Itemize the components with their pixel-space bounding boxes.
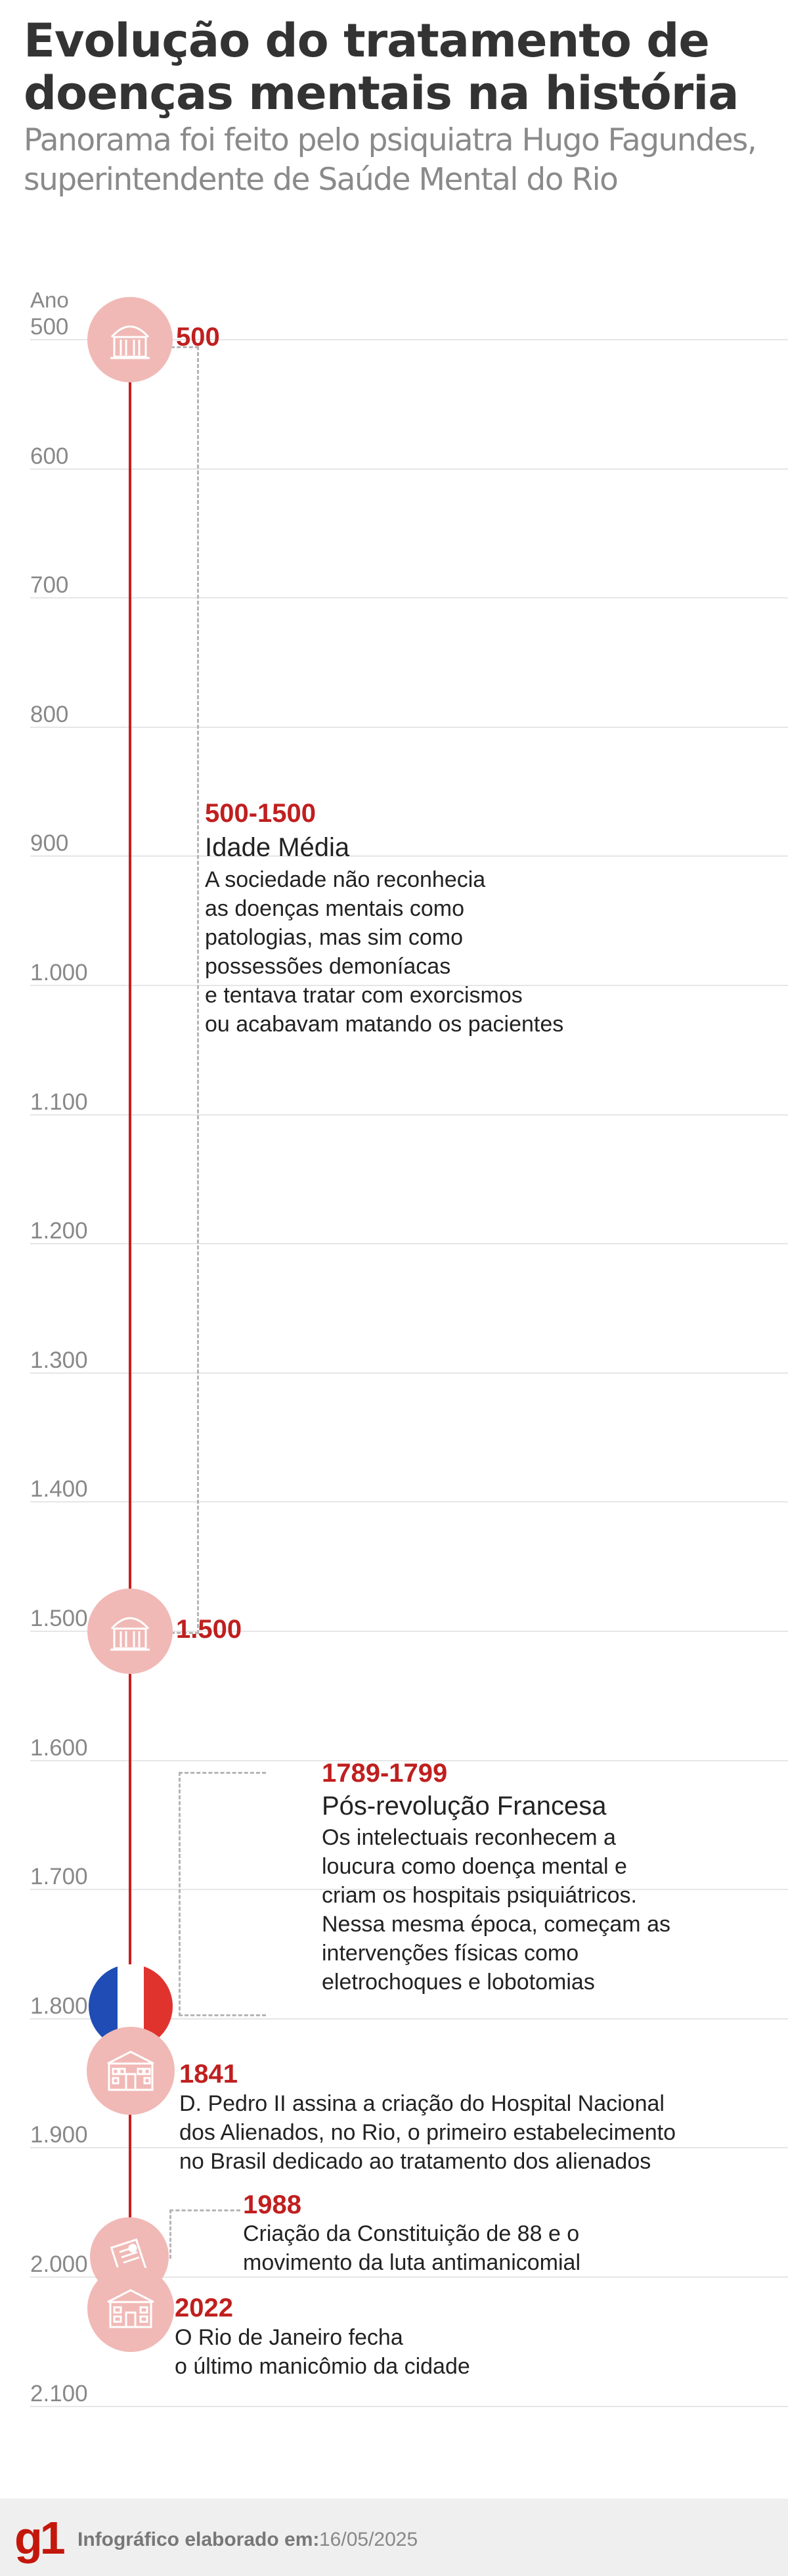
gridline	[30, 1372, 788, 1374]
idade-media-connector	[171, 346, 199, 1634]
axis-tick-label: 1.600	[30, 1734, 88, 1761]
footer: g1 Infográfico elaborado em: 16/05/2025	[0, 2498, 788, 2576]
axis-tick-label: 1.400	[30, 1476, 88, 1503]
gridline	[30, 1631, 788, 1632]
revolucao-connector	[179, 1772, 266, 2016]
description-line: no Brasil dedicado ao tratamento dos ali…	[179, 2149, 651, 2174]
axis-tick-label: 2.100	[30, 2380, 88, 2407]
axis-tick-label: 900	[30, 830, 69, 857]
gridline	[30, 1243, 788, 1245]
page-subtitle: Panorama foi feito pelo psiquiatra Hugo …	[24, 121, 785, 200]
axis-tick-label: 2.000	[30, 2251, 88, 2277]
gridline	[30, 2405, 788, 2407]
axis-tick-label: 800	[30, 701, 69, 727]
credit-date: 16/05/2025	[319, 2529, 418, 2550]
revolucao-years: 1789-1799	[322, 1759, 448, 1788]
hospital-icon	[87, 2027, 175, 2115]
year-1988-label: 1988	[243, 2190, 301, 2219]
gridline	[30, 468, 788, 470]
gridline	[30, 1501, 788, 1503]
gridline	[30, 2276, 788, 2278]
g1-logo: g1	[14, 2512, 66, 2564]
gridline	[30, 1759, 788, 1761]
description-line: D. Pedro II assina a criação do Hospital…	[179, 2091, 665, 2116]
description-line: Os intelectuais reconhecem a	[322, 1825, 616, 1850]
description-line: eletrochoques e lobotomias	[322, 1970, 595, 1995]
revolucao-description: Os intelectuais reconhecem a loucura com…	[322, 1823, 670, 1997]
description-line: Nessa mesma época, começam as	[322, 1912, 670, 1937]
axis-label: Ano	[30, 288, 69, 312]
subtitle-line-2: superintendente de Saúde Mental do Rio	[24, 162, 619, 198]
description-line: intervenções físicas como	[322, 1941, 579, 1966]
axis-tick-label: 1.900	[30, 2122, 88, 2148]
1988-connector	[169, 2209, 240, 2259]
year-1500-label: 1.500	[176, 1615, 242, 1644]
axis-tick-label: 1.500	[30, 1606, 88, 1631]
axis-tick-label: 1.100	[30, 1089, 88, 1115]
description-line: Criação da Constituição de 88 e o	[243, 2221, 580, 2246]
year-1841-label: 1841	[179, 2060, 238, 2089]
description-line: O Rio de Janeiro fecha	[175, 2325, 403, 2350]
description-line: movimento da luta antimanicomial	[243, 2250, 581, 2275]
year-2022-label: 2022	[175, 2294, 233, 2322]
gridline	[30, 339, 788, 340]
description-line: possessões demoníacas	[205, 954, 451, 979]
1841-description: D. Pedro II assina a criação do Hospital…	[179, 2089, 676, 2176]
gridline	[30, 2018, 788, 2020]
description-line: dos Alienados, no Rio, o primeiro estabe…	[179, 2120, 676, 2145]
axis-tick-label: 1.000	[30, 960, 88, 985]
description-line: e tentava tratar com exorcismos	[205, 983, 523, 1008]
axis-tick-label: 1.200	[30, 1218, 88, 1244]
gridline	[30, 985, 788, 986]
timeline-segment-medieval	[129, 374, 131, 1629]
revolucao-title: Pós-revolução Francesa	[322, 1792, 607, 1820]
subtitle-line-1: Panorama foi feito pelo psiquiatra Hugo …	[24, 122, 757, 158]
year-500-label: 500	[176, 323, 220, 351]
page-title: Evolução do tratamento de doenças mentai…	[24, 14, 779, 120]
axis-tick-label: 1.700	[30, 1864, 88, 1890]
1988-description: Criação da Constituição de 88 e o movime…	[243, 2219, 580, 2277]
idade-media-years: 500-1500	[205, 799, 317, 828]
gridline	[30, 1889, 788, 1891]
axis-tick-label: 1.800	[30, 1993, 88, 2019]
description-line: o último manicômio da cidade	[175, 2354, 470, 2379]
credit-label: Infográfico elaborado em:	[77, 2529, 320, 2550]
building-icon	[87, 297, 173, 382]
axis-tick-label: 700	[30, 572, 69, 599]
gridline	[30, 1114, 788, 1116]
asylum-building-icon	[87, 2265, 174, 2352]
description-line: as doenças mentais como	[205, 896, 464, 921]
gridline	[30, 597, 788, 599]
building-icon	[87, 1589, 173, 1674]
description-line: loucura como doença mental e	[322, 1854, 627, 1879]
description-line: criam os hospitais psiquiátricos.	[322, 1883, 637, 1908]
gridline	[30, 855, 788, 857]
axis-tick-label: 1.300	[30, 1347, 88, 1373]
description-line: A sociedade não reconhecia	[205, 867, 486, 892]
title-line-2: doenças mentais na história	[24, 66, 739, 120]
2022-description: O Rio de Janeiro fecha o último manicômi…	[175, 2323, 470, 2381]
description-line: ou acabavam matando os pacientes	[205, 1012, 564, 1037]
description-line: patologias, mas sim como	[205, 925, 464, 950]
idade-media-title: Idade Média	[205, 833, 350, 862]
gridline	[30, 2147, 788, 2149]
axis-tick-label: 500	[30, 314, 69, 340]
title-line-1: Evolução do tratamento de	[24, 14, 710, 68]
gridline	[30, 726, 788, 728]
idade-media-description: A sociedade não reconhecia as doenças me…	[205, 865, 563, 1039]
axis-tick-label: 600	[30, 443, 69, 469]
